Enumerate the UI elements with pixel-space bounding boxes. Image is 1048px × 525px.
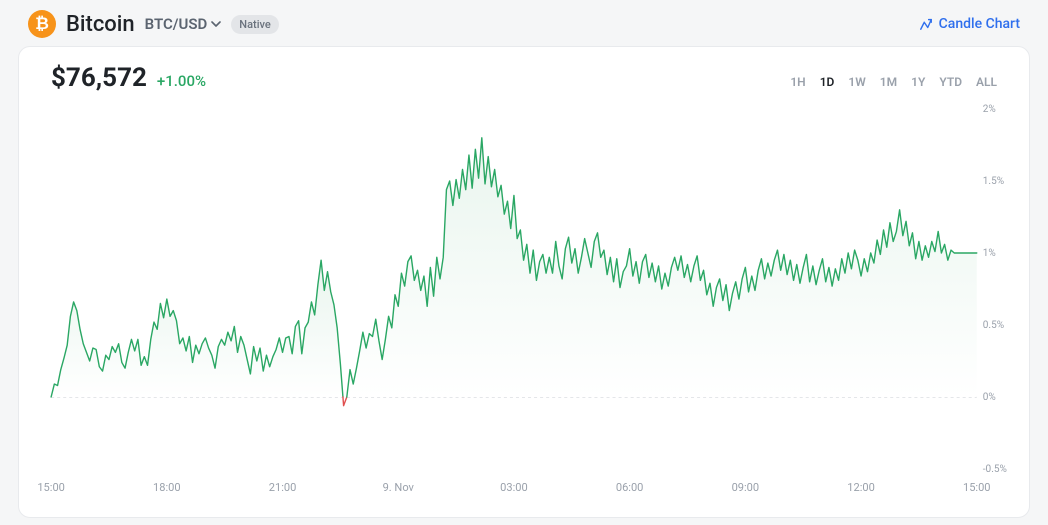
pair-label: BTC/USD <box>145 15 208 33</box>
svg-text:18:00: 18:00 <box>153 481 181 494</box>
range-1y[interactable]: 1Y <box>911 75 925 89</box>
svg-text:15:00: 15:00 <box>37 481 65 494</box>
svg-text:12:00: 12:00 <box>847 481 875 494</box>
svg-text:0%: 0% <box>983 392 996 403</box>
svg-text:1%: 1% <box>983 248 996 259</box>
svg-text:06:00: 06:00 <box>616 481 644 494</box>
svg-text:1.5%: 1.5% <box>983 176 1004 187</box>
candle-chart-icon <box>919 17 933 31</box>
header-left: ₿ Bitcoin BTC/USD Native <box>28 10 279 38</box>
range-selector: 1H 1D 1W 1M 1Y YTD ALL <box>790 75 997 89</box>
coin-name: Bitcoin <box>66 12 135 37</box>
range-all[interactable]: ALL <box>976 75 997 89</box>
svg-text:-0.5%: -0.5% <box>983 464 1007 475</box>
range-1w[interactable]: 1W <box>848 75 865 89</box>
candle-chart-label: Candle Chart <box>939 16 1020 32</box>
price-chart[interactable]: -0.5% 0% 0.5% 1% 1.5% 2% 15:00 18:00 21:00 9. Nov… <box>31 99 1017 499</box>
range-1d[interactable]: 1D <box>820 75 835 89</box>
svg-text:09:00: 09:00 <box>732 481 760 494</box>
price-value: $76,572 <box>51 63 147 93</box>
svg-text:03:00: 03:00 <box>500 481 528 494</box>
price-group: $76,572 +1.00% <box>51 63 206 93</box>
bitcoin-icon: ₿ <box>28 10 56 38</box>
svg-text:9. Nov: 9. Nov <box>383 481 415 494</box>
svg-text:2%: 2% <box>983 104 996 115</box>
price-row: $76,572 +1.00% 1H 1D 1W 1M 1Y YTD ALL <box>31 63 1017 93</box>
page-header: ₿ Bitcoin BTC/USD Native Candle Chart <box>0 0 1048 46</box>
svg-text:15:00: 15:00 <box>963 481 991 494</box>
svg-text:21:00: 21:00 <box>269 481 297 494</box>
range-1h[interactable]: 1H <box>790 75 805 89</box>
price-change: +1.00% <box>157 72 206 90</box>
chevron-down-icon <box>211 19 221 29</box>
svg-text:0.5%: 0.5% <box>983 320 1004 331</box>
range-1m[interactable]: 1M <box>880 75 897 89</box>
pair-selector[interactable]: BTC/USD <box>145 15 222 33</box>
native-badge: Native <box>231 15 278 34</box>
range-ytd[interactable]: YTD <box>939 75 962 89</box>
chart-card: $76,572 +1.00% 1H 1D 1W 1M 1Y YTD ALL -0.5% 0% 0… <box>18 46 1030 518</box>
candle-chart-link[interactable]: Candle Chart <box>919 16 1020 32</box>
